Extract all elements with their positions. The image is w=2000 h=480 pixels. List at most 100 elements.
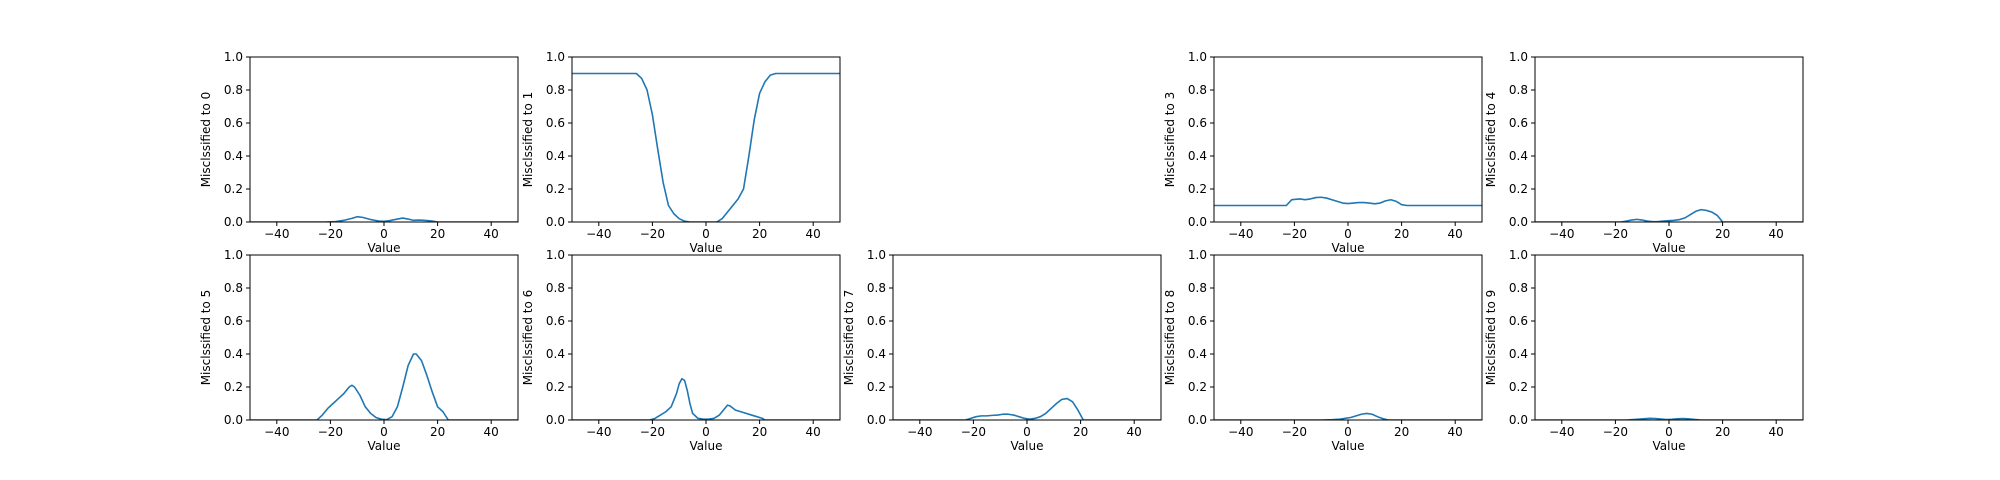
y-tick-label: 0.0 [546, 413, 565, 427]
x-tick-label: 20 [1073, 425, 1088, 439]
x-tick-label: 20 [1394, 227, 1409, 241]
y-tick-label: 0.4 [224, 347, 243, 361]
y-tick-label: 0.6 [1188, 116, 1207, 130]
y-tick-label: 0.8 [224, 83, 243, 97]
y-tick-label: 0.4 [1188, 347, 1207, 361]
x-tick-label: −40 [1228, 227, 1253, 241]
y-tick-label: 0.6 [546, 314, 565, 328]
x-tick-label: 0 [1665, 227, 1673, 241]
y-tick-label: 0.2 [224, 380, 243, 394]
y-tick-label: 0.0 [546, 215, 565, 229]
x-tick-label: −40 [1549, 425, 1574, 439]
x-tick-label: −20 [1603, 227, 1628, 241]
x-tick-label: 0 [1344, 227, 1352, 241]
y-tick-label: 1.0 [224, 248, 243, 262]
x-tick-label: −40 [264, 425, 289, 439]
subplot-5: −40 −20 0 20 40 0.0 0.2 0.4 0.6 0.8 1.0 Value Miscls… [199, 248, 519, 453]
x-tick-label: −20 [961, 425, 986, 439]
subplot-9: −40 −20 0 20 40 0.0 0.2 0.4 0.6 0.8 1.0 Value Miscls… [1484, 248, 1804, 453]
x-tick-label: 40 [806, 425, 821, 439]
y-tick-label: 0.8 [1188, 83, 1207, 97]
x-tick-label: 20 [752, 425, 767, 439]
y-tick-label: 0.8 [1509, 83, 1528, 97]
x-tick-label: 20 [430, 425, 445, 439]
series-line [893, 397, 1161, 420]
x-tick-label: 40 [1769, 425, 1784, 439]
x-tick-label: 0 [702, 227, 710, 241]
x-tick-label: 0 [1023, 425, 1031, 439]
subplot-4: −40 −20 0 20 40 0.0 0.2 0.4 0.6 0.8 1.0 Value Miscls… [1484, 50, 1804, 255]
y-axis-label: Misclssified to 4 [1484, 92, 1498, 188]
y-tick-label: 0.4 [546, 149, 565, 163]
y-tick-label: 0.2 [1509, 380, 1528, 394]
y-axis-label: Misclssified to 9 [1484, 290, 1498, 386]
x-tick-label: −40 [586, 425, 611, 439]
y-tick-label: 0.8 [224, 281, 243, 295]
y-axis-label: Misclssified to 3 [1163, 92, 1177, 188]
series-line [572, 377, 840, 420]
y-tick-label: 0.4 [1509, 149, 1528, 163]
series-line [572, 72, 840, 222]
y-tick-label: 0.6 [546, 116, 565, 130]
x-tick-label: 0 [380, 227, 388, 241]
x-tick-label: 20 [1715, 227, 1730, 241]
series-line [1535, 208, 1803, 222]
x-axis-label: Value [690, 241, 723, 255]
subplot-3: −40 −20 0 20 40 0.0 0.2 0.4 0.6 0.8 1.0 Value Miscls… [1163, 50, 1483, 255]
x-tick-label: −20 [640, 425, 665, 439]
x-tick-label: −40 [264, 227, 289, 241]
y-tick-label: 0.6 [1188, 314, 1207, 328]
x-tick-label: −20 [1603, 425, 1628, 439]
x-tick-label: 20 [430, 227, 445, 241]
y-tick-label: 0.0 [1509, 215, 1528, 229]
y-tick-label: 0.2 [1188, 380, 1207, 394]
x-tick-label: 20 [1715, 425, 1730, 439]
x-tick-label: 20 [752, 227, 767, 241]
series-line [250, 215, 518, 222]
x-tick-label: 0 [380, 425, 388, 439]
y-tick-label: 0.0 [224, 215, 243, 229]
subplot-6: −40 −20 0 20 40 0.0 0.2 0.4 0.6 0.8 1.0 Value Miscls… [521, 248, 841, 453]
subplot-7: −40 −20 0 20 40 0.0 0.2 0.4 0.6 0.8 1.0 Value Miscls… [842, 248, 1162, 453]
x-axis-label: Value [368, 241, 401, 255]
x-tick-label: 0 [1665, 425, 1673, 439]
y-tick-label: 0.0 [1509, 413, 1528, 427]
x-tick-label: 40 [1448, 227, 1463, 241]
x-tick-label: 20 [1394, 425, 1409, 439]
x-tick-label: −40 [586, 227, 611, 241]
x-axis-label: Value [1653, 241, 1686, 255]
y-axis-label: Misclssified to 0 [199, 92, 213, 188]
y-tick-label: 0.2 [546, 182, 565, 196]
y-axis-label: Misclssified to 6 [521, 290, 535, 386]
x-axis-label: Value [1653, 439, 1686, 453]
y-tick-label: 1.0 [1509, 248, 1528, 262]
x-tick-label: −20 [640, 227, 665, 241]
x-tick-label: −20 [318, 227, 343, 241]
subplot-0: −40 −20 0 20 40 0.0 0.2 0.4 0.6 0.8 1.0 Value Miscls… [199, 50, 519, 255]
subplot-8: −40 −20 0 20 40 0.0 0.2 0.4 0.6 0.8 1.0 Value Miscls… [1163, 248, 1483, 453]
y-tick-label: 0.8 [546, 83, 565, 97]
x-tick-label: 0 [702, 425, 710, 439]
x-tick-label: 40 [1127, 425, 1142, 439]
y-tick-label: 0.0 [1188, 215, 1207, 229]
y-tick-label: 0.4 [1509, 347, 1528, 361]
y-tick-label: 0.8 [1188, 281, 1207, 295]
y-tick-label: 1.0 [224, 50, 243, 64]
y-axis-label: Misclssified to 7 [842, 290, 856, 386]
y-axis-label: Misclssified to 5 [199, 290, 213, 386]
y-tick-label: 0.2 [867, 380, 886, 394]
x-tick-label: −40 [1228, 425, 1253, 439]
x-tick-label: −20 [318, 425, 343, 439]
x-tick-label: 40 [484, 425, 499, 439]
y-tick-label: 0.0 [867, 413, 886, 427]
y-tick-label: 0.6 [867, 314, 886, 328]
x-tick-label: 0 [1344, 425, 1352, 439]
y-tick-label: 0.8 [1509, 281, 1528, 295]
y-tick-label: 0.6 [224, 116, 243, 130]
y-tick-label: 0.2 [224, 182, 243, 196]
y-tick-label: 1.0 [546, 50, 565, 64]
x-axis-label: Value [690, 439, 723, 453]
x-axis-label: Value [1332, 241, 1365, 255]
